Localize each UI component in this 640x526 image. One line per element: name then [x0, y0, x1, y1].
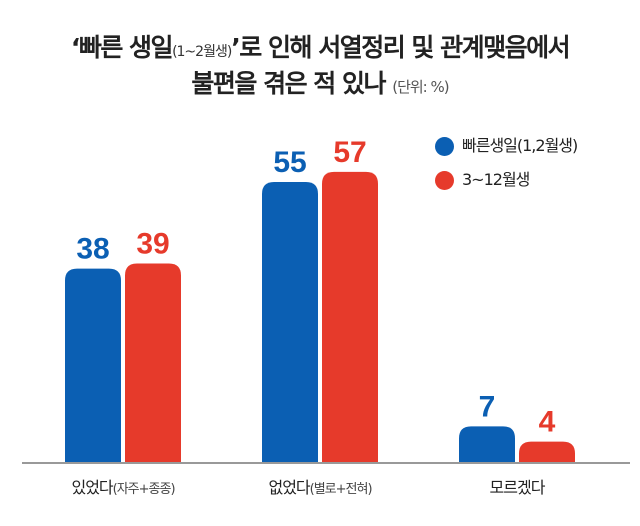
x-tick-label: 없었다(별로+전혀)	[268, 478, 371, 497]
chart-title-line1: ‘빠른 생일(1~2월생)’로 인해 서열정리 및 관계맺음에서	[70, 33, 571, 62]
bar-regular-2	[519, 441, 575, 462]
bar-early-2	[459, 426, 515, 462]
data-label: 39	[136, 227, 169, 260]
legend-item-regular: 3~12월생	[435, 166, 530, 190]
legend-item-early: 빠른생일(1,2월생)	[435, 132, 578, 156]
data-label: 7	[479, 390, 496, 423]
data-label: 4	[539, 406, 556, 439]
unit-label: (단위: %)	[392, 78, 449, 96]
bar-regular-1	[322, 171, 378, 462]
data-label: 57	[333, 136, 366, 169]
bar-early-1	[262, 182, 318, 463]
legend-swatch	[435, 171, 454, 190]
chart-title-line2: 불편을 겪은 적 있나 (단위: %)	[191, 69, 449, 98]
x-tick-label: 모르겠다	[490, 478, 546, 497]
bar-regular-0	[125, 263, 181, 462]
x-tick-label: 있었다(자주+종종)	[71, 478, 174, 497]
data-label: 38	[76, 233, 109, 266]
legend-swatch	[435, 137, 454, 156]
data-label: 55	[273, 146, 306, 179]
bar-early-0	[65, 268, 121, 462]
